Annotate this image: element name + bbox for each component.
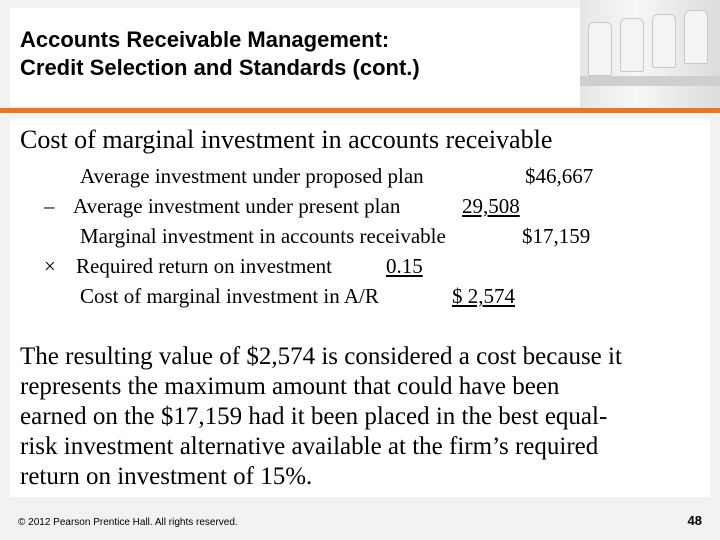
section-heading: Cost of marginal investment in accounts … [20, 125, 553, 154]
content-panel [10, 119, 710, 497]
chair-shape [620, 18, 644, 72]
row-label: Cost of marginal investment in A/R [80, 284, 379, 308]
chair-shape [684, 10, 708, 64]
title-line-2: Credit Selection and Standards (cont.) [20, 55, 420, 80]
paragraph-line: risk investment alternative available at… [20, 433, 599, 460]
row-label: Required return on investment [76, 254, 333, 278]
paragraph-line: The resulting value of $2,574 is conside… [20, 343, 622, 370]
copyright-footer: © 2012 Pearson Prentice Hall. All rights… [18, 517, 238, 528]
row-operator: – [44, 194, 55, 218]
row-operator: × [44, 254, 56, 278]
row-value: $ 2,574 [452, 284, 515, 308]
chair-shape [652, 14, 676, 68]
slide-title: Accounts Receivable Management: Credit S… [20, 26, 580, 82]
row-value: 29,508 [462, 194, 520, 218]
paragraph-line: return on investment of 15%. [20, 463, 313, 490]
row-label: Marginal investment in accounts receivab… [80, 224, 446, 248]
title-box [10, 8, 580, 106]
paragraph-line: earned on the $17,159 had it been placed… [20, 403, 608, 430]
title-line-1: Accounts Receivable Management: [20, 27, 390, 52]
chair-shape [588, 22, 612, 76]
row-value: $17,159 [522, 224, 591, 248]
row-value: 0.15 [386, 254, 423, 278]
table-shape [580, 76, 720, 86]
explanation-paragraph: The resulting value of $2,574 is conside… [20, 342, 710, 492]
row-value: $46,667 [525, 164, 594, 188]
row-label: Average investment under present plan [73, 194, 401, 218]
conference-room-photo [580, 0, 720, 108]
paragraph-line: represents the maximum amount that could… [20, 373, 560, 400]
row-label: Average investment under proposed plan [80, 164, 424, 188]
accent-bar [0, 108, 720, 113]
page-number: 48 [687, 513, 702, 528]
